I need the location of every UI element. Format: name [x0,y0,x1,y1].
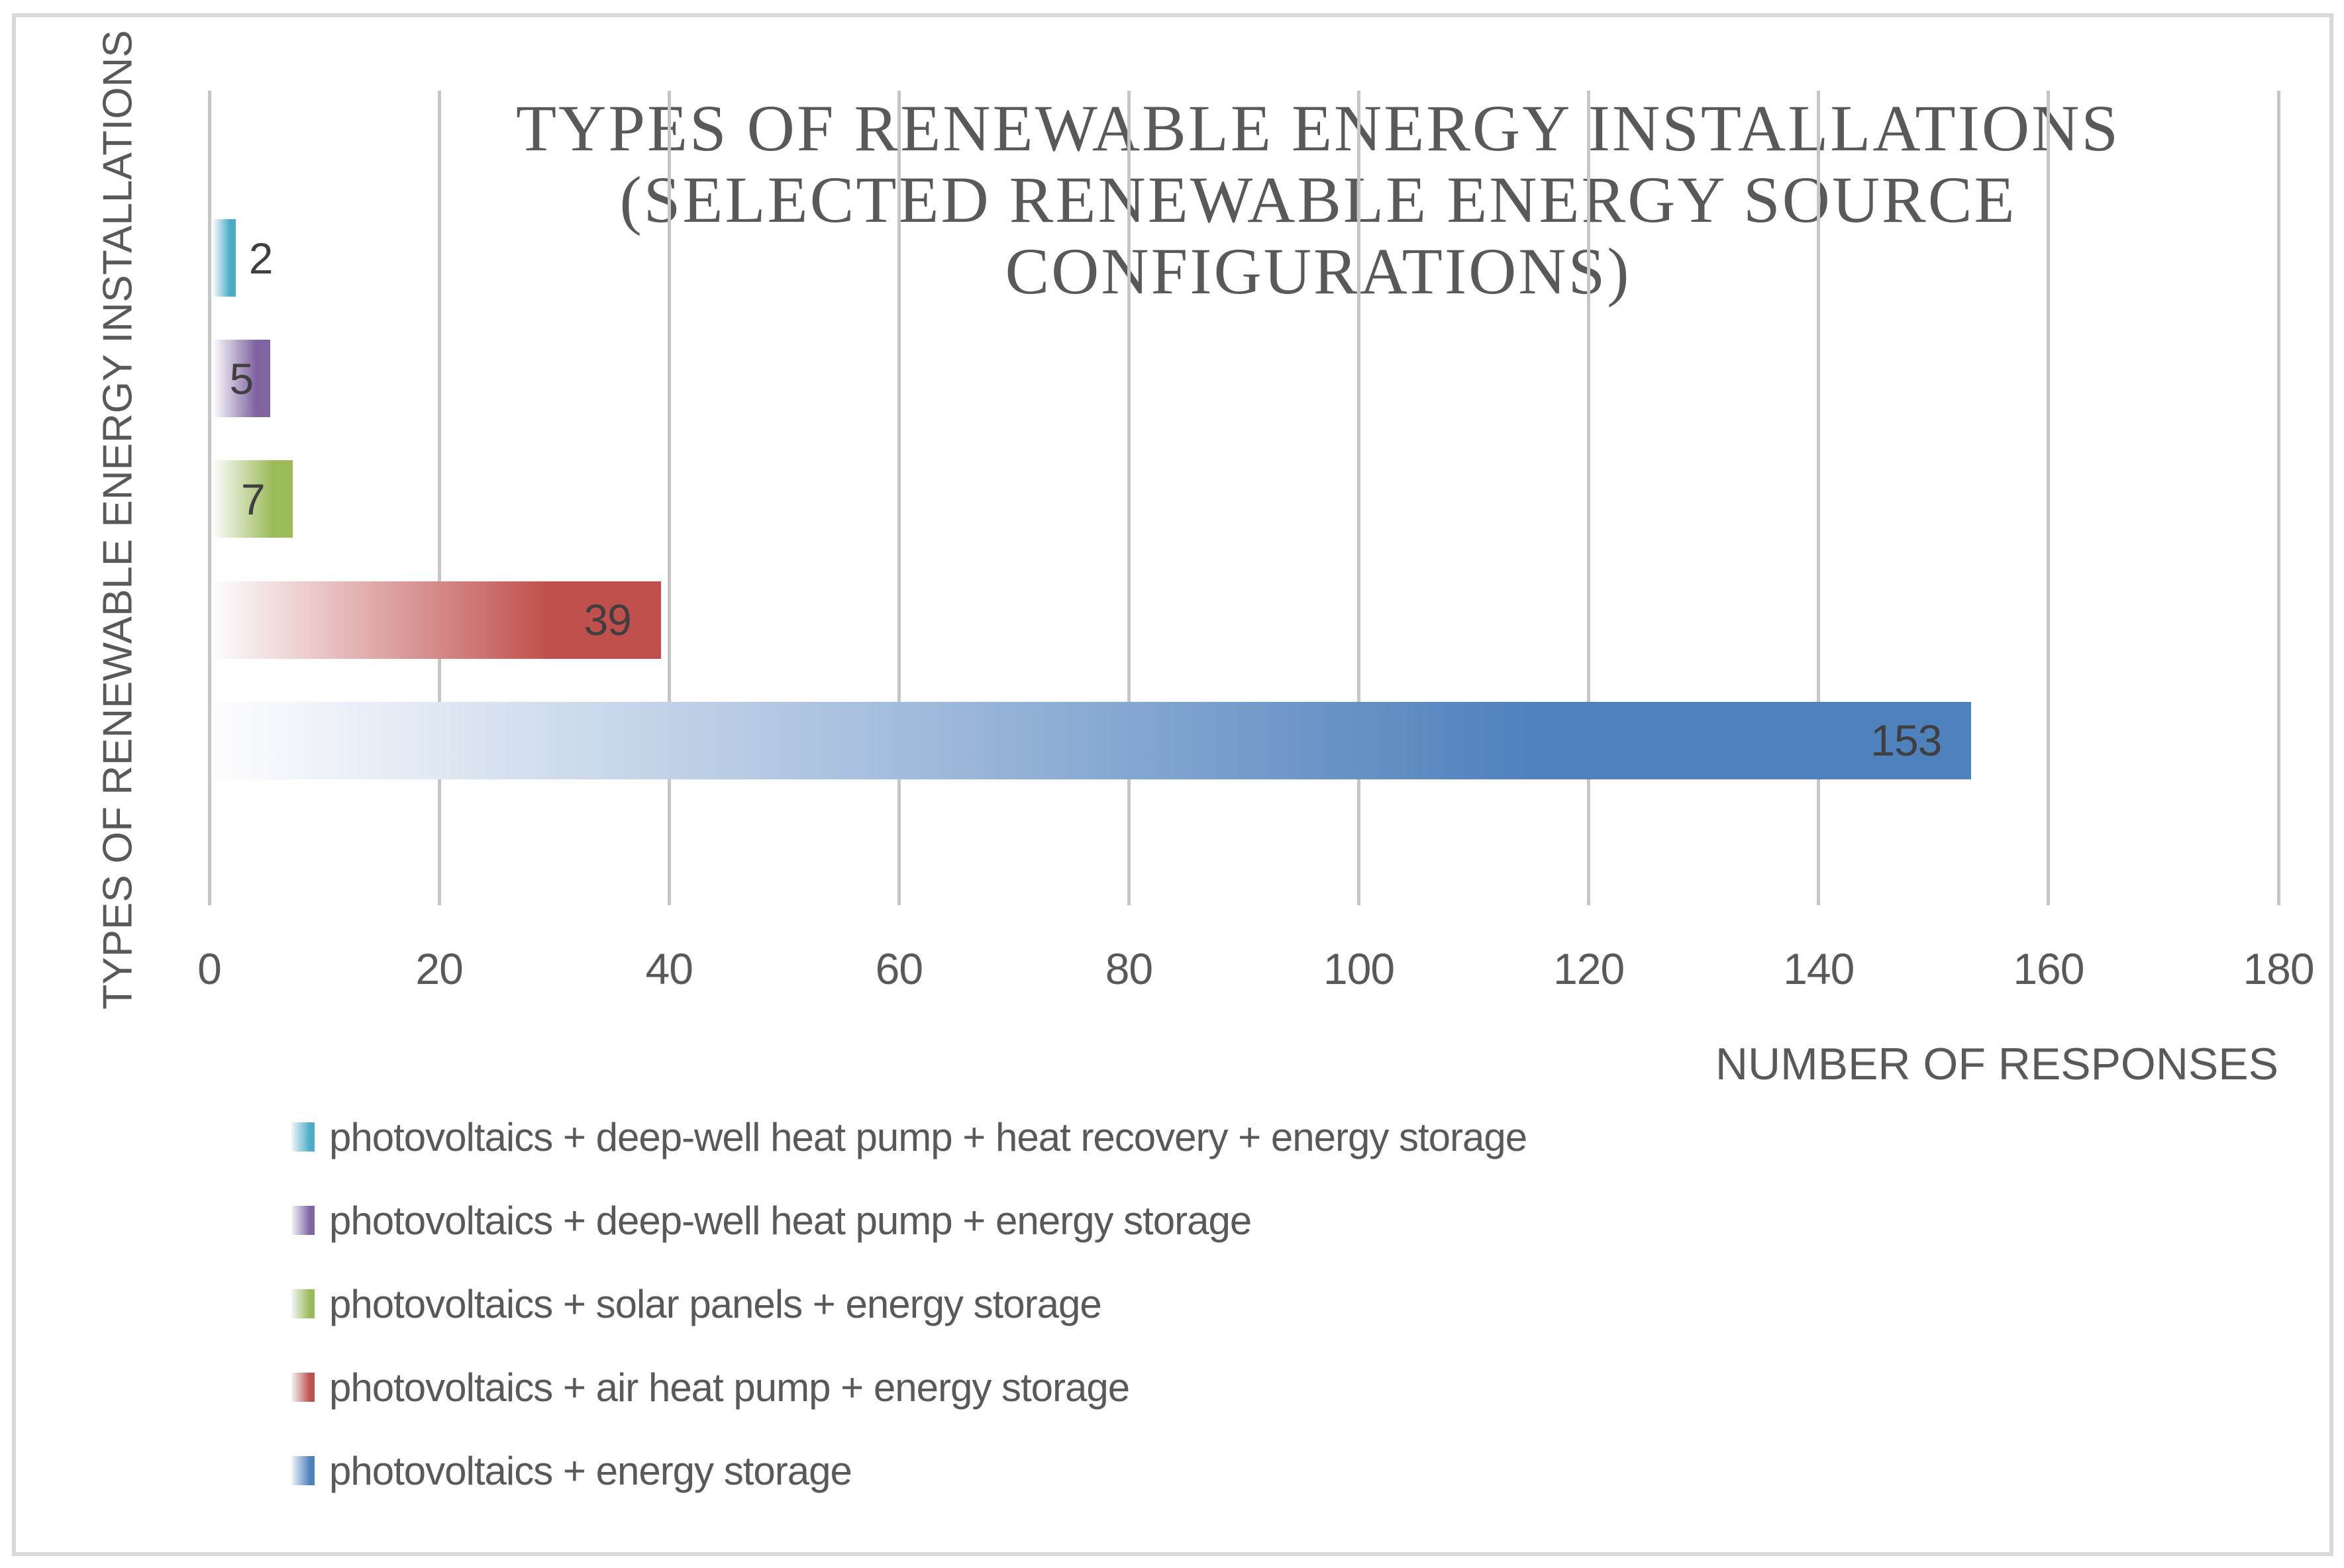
bar-4 [213,581,661,659]
legend-label: photovoltaics + air heat pump + energy s… [329,1365,1130,1410]
bar-value-label-4: 39 [584,595,631,645]
legend-swatch-icon [291,1122,315,1152]
legend-label: photovoltaics + deep-well heat pump + en… [329,1198,1252,1243]
bar-1 [213,219,236,297]
y-axis-title: TYPES OF RENEWABLE ENERGY INSTALLATIONS [95,30,141,1010]
legend-item-3: photovoltaics + solar panels + energy st… [291,1282,1102,1326]
legend-swatch-icon [291,1456,315,1485]
plot-area: 2 5 7 39 153 [207,91,2280,905]
x-tick-label-60: 60 [875,944,923,993]
legend-item-4: photovoltaics + air heat pump + energy s… [291,1365,1130,1410]
legend-label: photovoltaics + energy storage [329,1448,852,1493]
gridline-160 [2047,91,2051,905]
bar-value-label-1: 2 [248,233,274,283]
bar-3 [213,460,293,538]
legend-swatch-icon [291,1373,315,1402]
bar-value-label-3: 7 [240,474,266,524]
x-axis-title: NUMBER OF RESPONSES [1715,1039,2278,1089]
gridline-180 [2276,91,2280,905]
gridline-100 [1357,91,1361,905]
chart-title: TYPES OF RENEWABLE ENERGY INSTALLATIONS … [291,93,2344,307]
bar-2 [213,340,270,418]
x-tick-label-100: 100 [1323,944,1395,993]
x-tick-label-20: 20 [415,944,463,993]
gridline-0 [207,91,211,905]
legend-swatch-icon [291,1289,315,1318]
gridline-120 [1587,91,1591,905]
legend-item-5: photovoltaics + energy storage [291,1449,852,1493]
x-tick-label-120: 120 [1553,944,1625,993]
legend-label: photovoltaics + deep-well heat pump + he… [329,1114,1527,1159]
gridline-40 [667,91,671,905]
chart-title-line-2: (SELECTED RENEWABLE ENERGY SOURCE [619,163,2017,236]
x-tick-label-140: 140 [1783,944,1855,993]
gridline-60 [897,91,901,905]
bar-value-label-5: 153 [1870,716,1942,765]
bar-value-label-2: 5 [229,354,254,403]
legend-swatch-icon [291,1206,315,1235]
x-tick-label-40: 40 [645,944,693,993]
x-tick-label-180: 180 [2243,944,2314,993]
legend-item-2: photovoltaics + deep-well heat pump + en… [291,1199,1252,1243]
x-tick-label-80: 80 [1105,944,1153,993]
x-tick-label-160: 160 [2013,944,2084,993]
gridline-140 [1817,91,1821,905]
gridline-80 [1127,91,1131,905]
legend-item-1: photovoltaics + deep-well heat pump + he… [291,1115,1527,1159]
legend-label: photovoltaics + solar panels + energy st… [329,1281,1102,1326]
chart-title-line-1: TYPES OF RENEWABLE ENERGY INSTALLATIONS [516,91,2120,165]
bar-5 [213,701,1972,779]
x-tick-label-0: 0 [197,944,222,993]
chart-title-line-3: CONFIGURATIONS) [1005,234,1631,308]
gridline-20 [437,91,441,905]
chart-frame-border [12,13,2333,1556]
